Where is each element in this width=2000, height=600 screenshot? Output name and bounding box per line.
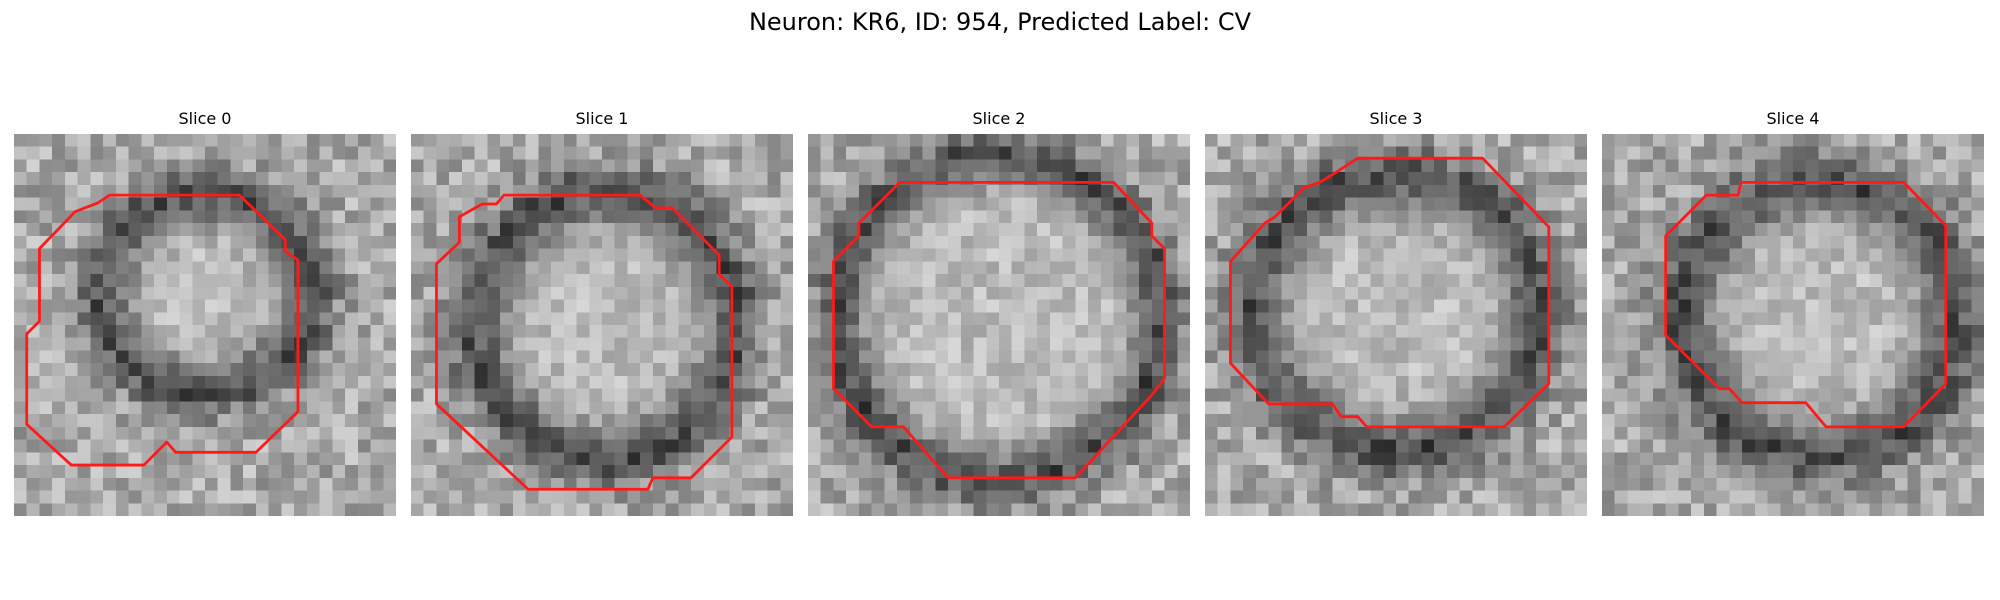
pixel-grid (1205, 134, 1587, 516)
slice-3-title: Slice 3 (1369, 109, 1423, 128)
slice-4-title: Slice 4 (1766, 109, 1820, 128)
slice-2-title: Slice 2 (972, 109, 1026, 128)
segmentation-contour (435, 193, 734, 491)
slice-0-image (14, 134, 396, 516)
slice-panel-2: Slice 2 (808, 108, 1190, 518)
segmentation-contour (1664, 180, 1948, 429)
pixel-grid (1602, 134, 1984, 516)
pixel-grid (411, 134, 793, 516)
segmentation-contour (832, 180, 1166, 480)
pixel-grid (14, 134, 396, 516)
slice-0-title: Slice 0 (178, 109, 232, 128)
slice-4-image (1602, 134, 1984, 516)
figure-title: Neuron: KR6, ID: 954, Predicted Label: C… (748, 8, 1252, 36)
segmentation-contour (1229, 156, 1551, 429)
slice-2-image (808, 134, 1190, 516)
slice-panel-0: Slice 0 (14, 108, 396, 518)
slice-panel-1: Slice 1 (411, 108, 793, 518)
pixel-grid (808, 134, 1190, 516)
slice-panel-4: Slice 4 (1602, 108, 1984, 518)
slice-1-title: Slice 1 (575, 109, 629, 128)
slice-1-image (411, 134, 793, 516)
slice-panel-3: Slice 3 (1205, 108, 1587, 518)
segmentation-contour (25, 193, 300, 467)
slice-3-image (1205, 134, 1587, 516)
